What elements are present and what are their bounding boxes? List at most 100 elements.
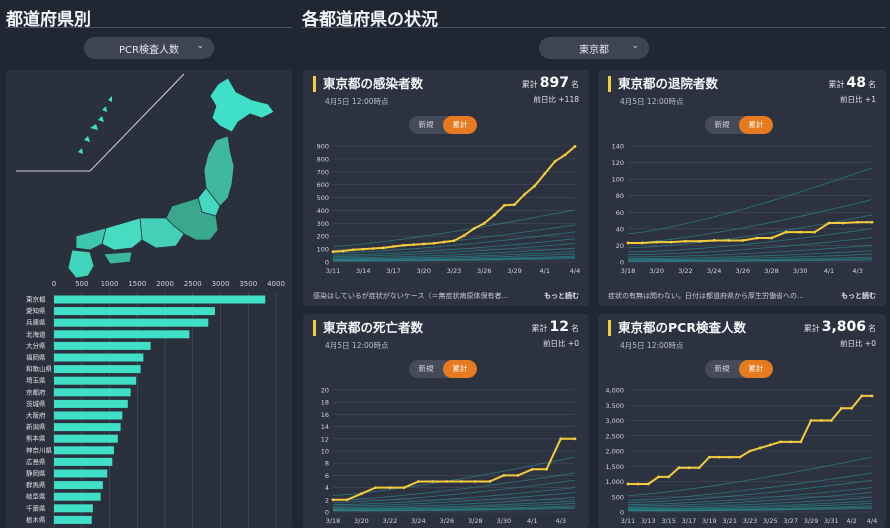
y-tick-label: 14 xyxy=(321,423,329,431)
y-tick-label: 300 xyxy=(317,220,329,228)
x-tick-label: 3/17 xyxy=(386,267,401,275)
y-tick-label: 600 xyxy=(317,181,329,189)
mode-toggle[interactable]: 新規 累計 xyxy=(409,360,477,378)
bar xyxy=(54,457,113,466)
toggle-new[interactable]: 新規 xyxy=(714,364,730,373)
bar xyxy=(54,446,114,455)
highlight-point xyxy=(488,480,491,483)
metric-select[interactable]: PCR検査人数 ⌄ xyxy=(84,37,214,59)
toggle-new[interactable]: 新規 xyxy=(418,120,434,129)
mode-toggle[interactable]: 新規 累計 xyxy=(705,116,773,134)
highlight-point xyxy=(371,247,375,250)
other-pref-line xyxy=(332,472,576,501)
y-tick-label: 500 xyxy=(612,493,624,501)
bar xyxy=(54,434,118,443)
highlight-point xyxy=(402,486,406,489)
y-tick-label: 6 xyxy=(325,472,329,480)
toggle-new[interactable]: 新規 xyxy=(714,120,730,129)
bar-category-label: 静岡県 xyxy=(26,469,46,478)
toggle-new[interactable]: 新規 xyxy=(418,364,434,373)
highlight-point xyxy=(758,446,762,450)
read-more-link[interactable]: もっと読む xyxy=(544,292,579,300)
highlight-point xyxy=(392,245,395,248)
other-pref-line xyxy=(627,199,873,244)
bar xyxy=(54,365,141,374)
toggle-cumulative[interactable]: 累計 xyxy=(443,360,477,378)
bar-category-label: 東京都 xyxy=(26,295,46,304)
bar-category-label: 群馬県 xyxy=(26,480,46,489)
highlight-point xyxy=(779,440,782,444)
pcr-card: 東京都のPCR検査人数 4月5日 12:00時点 累計 3,806 名 前日比 +0… xyxy=(598,314,886,528)
highlight-point xyxy=(727,239,730,242)
highlight-point xyxy=(626,482,630,486)
bar xyxy=(54,388,131,397)
bar-category-label: 大阪府 xyxy=(26,411,46,420)
card-description: 感染はしているが症状がないケース（＝無症状病原体保有者... xyxy=(313,292,509,300)
toggle-cumulative[interactable]: 累計 xyxy=(739,116,773,134)
bar-category-label: 大分県 xyxy=(26,341,46,350)
y-tick-label: 2,500 xyxy=(605,432,624,440)
highlight-point xyxy=(388,486,392,489)
pref-select[interactable]: 東京都 ⌄ xyxy=(539,37,649,59)
x-tick-label: 500 xyxy=(75,280,88,288)
highlight-point xyxy=(516,474,520,477)
other-pref-line xyxy=(627,503,873,510)
y-tick-label: 800 xyxy=(317,155,329,163)
highlight-point xyxy=(770,236,773,240)
x-tick-label: 3/11 xyxy=(326,267,341,275)
read-more-link[interactable]: もっと読む xyxy=(841,292,876,300)
highlight-point xyxy=(789,440,793,444)
x-tick-label: 3/23 xyxy=(743,517,758,525)
card-diff: 前日比 +0 xyxy=(840,339,876,348)
other-pref-line xyxy=(332,247,576,259)
x-tick-label: 3/17 xyxy=(682,517,697,525)
highlight-point xyxy=(799,440,803,444)
hokkaido-region xyxy=(209,77,275,133)
bar-category-label: 愛知県 xyxy=(26,306,46,315)
highlight-point xyxy=(640,241,644,245)
other-pref-line xyxy=(332,500,576,510)
toggle-cumulative[interactable]: 累計 xyxy=(443,116,477,134)
y-tick-label: 900 xyxy=(317,143,329,151)
x-tick-label: 4000 xyxy=(267,280,285,288)
y-tick-label: 8 xyxy=(325,460,329,468)
y-tick-label: 0 xyxy=(620,509,624,517)
x-tick-label: 4/4 xyxy=(570,267,580,275)
card-total: 累計 48 名 xyxy=(828,75,876,91)
other-pref-line xyxy=(332,507,576,512)
x-tick-label: 3/28 xyxy=(468,517,483,525)
highlight-line xyxy=(628,394,872,485)
other-pref-line xyxy=(627,259,873,262)
highlight-point xyxy=(841,221,845,225)
x-tick-label: 4/2 xyxy=(846,517,856,525)
bar-category-label: 神奈川県 xyxy=(26,445,53,454)
y-tick-label: 120 xyxy=(612,159,624,167)
toggle-cumulative[interactable]: 累計 xyxy=(739,360,773,378)
highlight-point xyxy=(543,172,547,176)
mode-toggle[interactable]: 新規 累計 xyxy=(409,116,477,134)
highlight-point xyxy=(636,482,640,486)
other-pref-line xyxy=(332,253,576,260)
y-tick-label: 20 xyxy=(616,242,624,250)
y-tick-label: 60 xyxy=(616,209,624,217)
other-pref-line xyxy=(332,487,576,506)
highlight-point xyxy=(809,419,813,422)
y-tick-label: 18 xyxy=(321,399,329,407)
highlight-point xyxy=(462,234,466,237)
japan-map[interactable] xyxy=(6,70,292,280)
other-pref-line xyxy=(627,250,873,260)
card-date: 4月5日 12:00時点 xyxy=(325,341,389,350)
x-tick-label: 4/3 xyxy=(852,267,862,275)
x-tick-label: 4/1 xyxy=(527,517,537,525)
mode-toggle[interactable]: 新規 累計 xyxy=(705,360,773,378)
line-chart: 0 20 40 60 80 100 120 140 3/18 3/20 3/22 3/24 3/26 3/… xyxy=(612,143,874,275)
highlight-point xyxy=(850,406,854,410)
highlight-point xyxy=(442,240,446,244)
y-tick-label: 40 xyxy=(616,225,624,233)
other-pref-line xyxy=(627,258,873,262)
highlight-point xyxy=(657,475,660,479)
card-title: 東京都のPCR検査人数 xyxy=(608,320,746,336)
other-pref-line xyxy=(627,244,873,258)
x-tick-label: 3/22 xyxy=(383,517,398,525)
card-title: 東京都の感染者数 xyxy=(313,76,423,92)
